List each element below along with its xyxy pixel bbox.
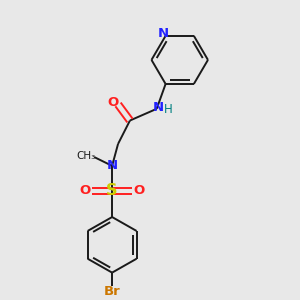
Text: N: N [158,27,169,40]
Text: Br: Br [104,285,121,298]
Text: S: S [106,183,118,198]
Text: O: O [133,184,145,197]
Text: O: O [107,96,118,109]
Text: O: O [80,184,91,197]
Text: N: N [153,101,164,114]
Text: H: H [164,103,173,116]
Text: CH₃: CH₃ [76,151,96,160]
Text: N: N [106,159,118,172]
